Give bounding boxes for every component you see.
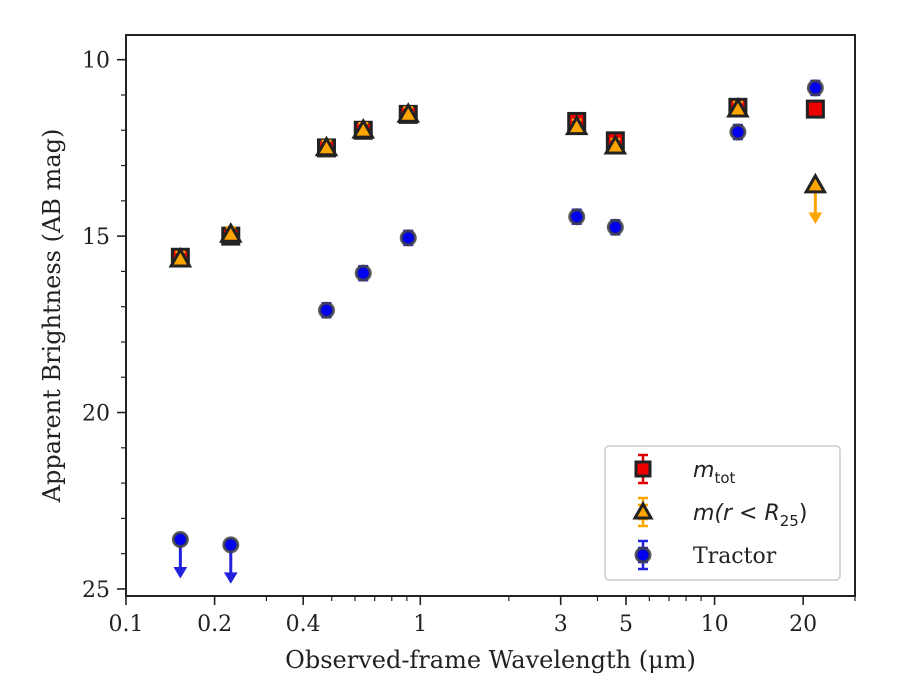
legend-label: Tractor [693, 544, 777, 569]
series-circle [171, 79, 824, 584]
x-tick-label: 0.4 [286, 612, 321, 637]
data-point [805, 99, 825, 119]
triangle-marker [351, 118, 376, 139]
data-point [222, 536, 240, 584]
circle-marker [171, 531, 189, 549]
y-tick-label: 25 [82, 578, 110, 603]
series-triangle [168, 96, 828, 268]
x-tick-label: 0.1 [109, 612, 144, 637]
circle-marker [354, 264, 372, 282]
data-point [314, 135, 339, 157]
y-tick-label: 10 [82, 49, 110, 74]
data-point [603, 133, 628, 155]
circle-marker [222, 536, 240, 554]
data-point [564, 114, 589, 136]
circle-marker [634, 546, 652, 564]
triangle-marker [218, 222, 243, 243]
data-point [726, 96, 750, 118]
data-point [354, 264, 372, 282]
x-tick-label: 20 [789, 612, 817, 637]
circle-marker [568, 208, 586, 226]
legend-entry: Tractor [634, 539, 777, 571]
upper-limit-arrowhead [808, 212, 823, 224]
data-point [729, 123, 747, 141]
triangle-marker [396, 102, 421, 123]
upper-limit-arrowhead [223, 572, 238, 584]
legend-entry: mtot [634, 453, 735, 487]
legend-box [604, 445, 841, 581]
square-marker [805, 99, 825, 119]
y-tick-label: 15 [82, 225, 110, 250]
circle-marker [399, 229, 417, 247]
circle-marker [806, 79, 824, 97]
legend-label: m(r < R25) [693, 501, 807, 530]
data-point [399, 229, 417, 247]
data-point [806, 79, 824, 97]
y-tick-label: 20 [82, 402, 110, 427]
triangle-marker [564, 114, 589, 136]
data-point [568, 208, 586, 226]
circle-marker [606, 218, 624, 236]
x-tick-label: 3 [554, 612, 568, 637]
upper-limit-arrowhead [173, 567, 188, 579]
legend: mtot m(r < R25) Tractor [604, 445, 841, 581]
x-tick-label: 5 [619, 612, 633, 637]
circle-marker [317, 301, 335, 319]
legend-label: mtot [693, 458, 735, 487]
legend-entry: m(r < R25) [632, 496, 807, 530]
triangle-marker [803, 172, 828, 194]
tick-layer: 0.1 0.2 0.4 1 3 5 10 20 10 15 20 25 [82, 49, 856, 637]
data-point [317, 301, 335, 319]
circle-marker [729, 123, 747, 141]
plot-frame [125, 34, 856, 597]
data-point [351, 118, 376, 139]
data-point [396, 102, 421, 123]
series-square [170, 97, 825, 267]
triangle-marker [603, 133, 628, 155]
triangle-marker [168, 246, 193, 268]
triangle-marker [314, 135, 339, 157]
square-marker [634, 460, 652, 478]
y-axis-title: Apparent Brightness (AB mag) [38, 129, 66, 504]
triangle-marker [726, 96, 750, 118]
triangle-marker [632, 500, 654, 520]
data-point [171, 531, 189, 579]
x-tick-label: 1 [413, 612, 427, 637]
data-point [168, 246, 193, 268]
data-point [218, 222, 243, 243]
x-tick-label: 10 [701, 612, 729, 637]
data-point [803, 172, 828, 224]
x-axis-title: Observed-frame Wavelength (μm) [285, 646, 696, 674]
x-tick-label: 0.2 [197, 612, 232, 637]
data-marks [168, 79, 828, 584]
data-point [606, 218, 624, 236]
